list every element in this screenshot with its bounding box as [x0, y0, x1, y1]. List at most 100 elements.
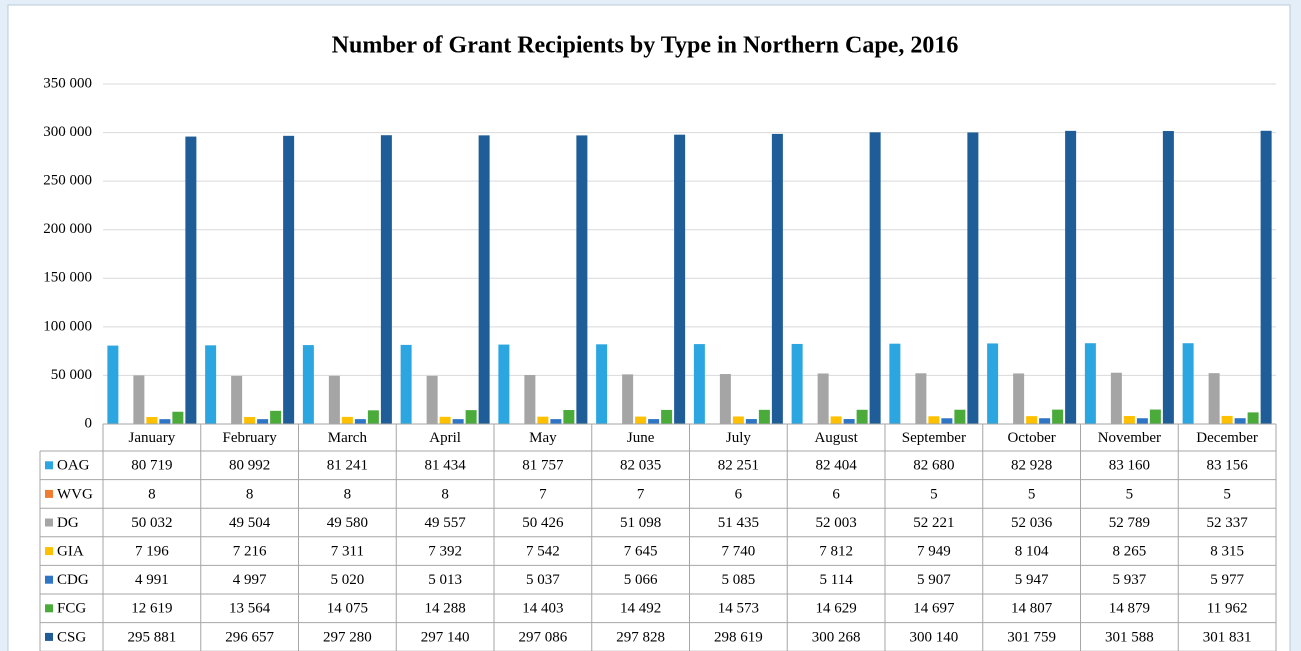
table-cell: 82 680 [913, 458, 954, 474]
table-cell: 297 086 [519, 629, 568, 645]
table-cell: 301 588 [1105, 629, 1154, 645]
legend-key [45, 632, 53, 641]
legend-key [45, 575, 53, 584]
x-tick-label: June [627, 430, 655, 446]
table-cell: 300 268 [812, 629, 861, 645]
table-cell: 7 392 [428, 544, 462, 560]
bar [452, 419, 464, 424]
table-cell: 52 337 [1207, 515, 1249, 531]
table-cell: 7 311 [331, 544, 364, 560]
x-tick-label: November [1098, 430, 1161, 446]
legend-label: DG [57, 515, 79, 531]
table-cell: 301 831 [1203, 629, 1252, 645]
bar [843, 419, 855, 424]
table-cell: 7 [539, 486, 547, 502]
chart-title: Number of Grant Recipients by Type in No… [332, 33, 959, 59]
legend-label: WVG [57, 486, 93, 502]
bar [915, 373, 927, 424]
y-tick-label: 300 000 [43, 124, 92, 140]
bar [439, 416, 451, 424]
table-cell: 296 657 [225, 629, 274, 645]
bar [257, 419, 269, 424]
bar [817, 373, 829, 424]
bar [869, 132, 881, 424]
table-cell: 5 [1126, 486, 1134, 502]
table-cell: 300 140 [910, 629, 959, 645]
bar [987, 343, 999, 424]
table-cell: 5 [1028, 486, 1036, 502]
bar [693, 344, 705, 424]
bar [771, 133, 783, 424]
table-cell: 52 221 [913, 515, 954, 531]
table-cell: 4 991 [135, 572, 169, 588]
bar [231, 375, 243, 424]
table-cell: 14 288 [425, 601, 466, 617]
bar [889, 343, 901, 424]
table-cell: 5 [930, 486, 938, 502]
table-cell: 52 789 [1109, 515, 1150, 531]
table-cell: 295 881 [128, 629, 177, 645]
legend-label: CDG [57, 572, 89, 588]
bar [576, 135, 588, 425]
table-cell: 8 [344, 486, 352, 502]
table-cell: 7 812 [819, 544, 853, 560]
bar [341, 416, 353, 424]
table-cell: 5 037 [526, 572, 560, 588]
bar [1052, 409, 1064, 424]
x-tick-label: October [1007, 430, 1055, 446]
x-tick-label: May [529, 430, 557, 446]
bar [954, 409, 966, 424]
legend-label: GIA [57, 544, 84, 560]
legend-label: FCG [57, 601, 86, 617]
table-cell: 82 035 [620, 458, 661, 474]
bar [498, 344, 510, 424]
bar [380, 135, 392, 424]
table-cell: 5 066 [624, 572, 658, 588]
legend-key [45, 489, 53, 498]
legend-key [45, 461, 53, 470]
bar [1234, 418, 1246, 424]
table-cell: 5 114 [820, 572, 854, 588]
bar [856, 409, 868, 424]
legend-key [45, 604, 53, 613]
table-cell: 12 619 [131, 601, 172, 617]
x-tick-label: September [902, 430, 966, 446]
bar [1039, 418, 1051, 424]
table-cell: 8 [148, 486, 156, 502]
table-cell: 5 907 [917, 572, 951, 588]
table-cell: 298 619 [714, 629, 763, 645]
bar [302, 345, 314, 424]
table-cell: 5 977 [1210, 572, 1244, 588]
table-cell: 297 280 [323, 629, 372, 645]
table-cell: 8 265 [1113, 544, 1147, 560]
bar [550, 419, 562, 424]
bar [563, 410, 575, 424]
table-cell: 5 085 [722, 572, 756, 588]
bar [270, 410, 282, 424]
table-cell: 83 160 [1109, 458, 1150, 474]
table-cell: 5 937 [1113, 572, 1147, 588]
table-cell: 14 492 [620, 601, 661, 617]
bar [1149, 409, 1161, 424]
bar [524, 375, 536, 424]
bar [719, 374, 731, 424]
bar [1123, 415, 1135, 424]
table-cell: 50 426 [522, 515, 564, 531]
table-cell: 14 573 [718, 601, 759, 617]
bar [283, 135, 295, 424]
table-cell: 82 251 [718, 458, 759, 474]
x-tick-label: March [328, 430, 368, 446]
legend-label: OAG [57, 458, 90, 474]
bar [928, 416, 940, 424]
table-cell: 7 196 [135, 544, 169, 560]
table-cell: 7 645 [624, 544, 658, 560]
y-tick-label: 250 000 [43, 173, 92, 189]
table-cell: 82 928 [1011, 458, 1052, 474]
bar [674, 134, 686, 424]
bar [537, 416, 549, 424]
table-cell: 80 992 [229, 458, 270, 474]
chart-frame [7, 4, 1291, 651]
table-cell: 5 020 [331, 572, 365, 588]
table-cell: 51 098 [620, 515, 661, 531]
